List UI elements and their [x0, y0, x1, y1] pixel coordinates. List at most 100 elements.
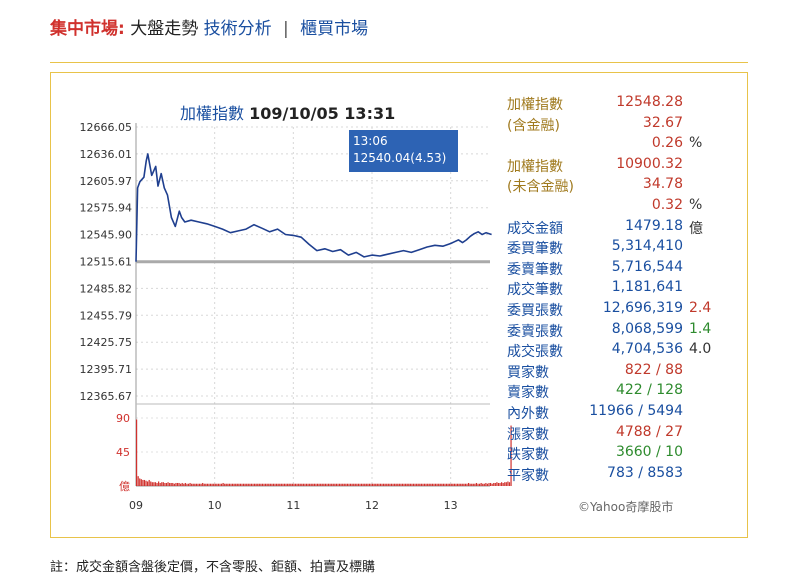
volume-bar: [496, 482, 498, 486]
tooltip-time: 13:06: [353, 134, 388, 148]
volume-tick-label: 億: [119, 480, 130, 493]
stat-row: (含金融) 32.67: [507, 115, 737, 136]
volume-bar: [216, 483, 218, 486]
volume-bar: [227, 483, 229, 486]
volume-bar: [170, 482, 172, 486]
market-label: 集中市場:: [50, 19, 125, 39]
chart-panel: [50, 72, 748, 538]
stat-label: 內外數: [507, 406, 549, 422]
volume-bar: [252, 483, 254, 486]
volume-bar: [439, 483, 441, 486]
volume-bar: [143, 479, 146, 486]
volume-bar: [285, 483, 287, 486]
volume-bar: [266, 483, 268, 486]
volume-bar: [298, 483, 300, 486]
tab-market-trend[interactable]: 大盤走勢: [130, 19, 199, 39]
stat-label: 委賣筆數: [507, 261, 563, 278]
volume-bar: [197, 483, 199, 486]
volume-bar: [228, 483, 231, 486]
volume-bar: [493, 482, 495, 486]
volume-tick-label: 90: [116, 412, 130, 425]
volume-bar: [186, 483, 188, 486]
volume-bar: [137, 476, 139, 486]
stat-row: 委賣筆數 5,716,544: [507, 259, 737, 280]
stat-row: 跌家數 3660 / 10: [507, 444, 737, 465]
volume-bar: [250, 483, 253, 486]
volume-bar: [209, 483, 212, 486]
volume-bar: [444, 483, 446, 486]
volume-bar: [356, 483, 358, 486]
stat-value: 1479.18: [625, 217, 683, 234]
volume-bar: [305, 483, 308, 486]
price-tick-label: 12636.01: [80, 148, 133, 161]
volume-bar: [420, 483, 422, 486]
volume-bar: [283, 483, 286, 486]
volume-bar: [315, 483, 317, 486]
tab-otc-market[interactable]: 櫃買市場: [300, 19, 369, 39]
volume-bar: [274, 483, 276, 486]
volume-bar: [392, 483, 394, 486]
volume-bar: [147, 481, 149, 486]
volume-bar: [365, 483, 367, 486]
volume-bar: [200, 483, 202, 486]
stat-row: 0.26%: [507, 135, 737, 156]
volume-bar: [246, 483, 248, 486]
volume-bar: [189, 482, 191, 486]
volume-bar: [338, 483, 341, 486]
volume-bar: [195, 483, 197, 486]
stat-label: (含金融): [507, 117, 560, 134]
stat-value: 4788 / 27: [615, 423, 683, 440]
volume-bar: [441, 483, 443, 486]
volume-bar: [376, 483, 378, 486]
volume-bar: [247, 483, 249, 486]
stat-row: (未含金融) 34.78: [507, 176, 737, 197]
stat-value: 0.32: [651, 197, 683, 213]
volume-bar: [192, 483, 194, 486]
volume-bar: [474, 483, 476, 486]
time-tick-label: 13: [444, 499, 458, 512]
volume-bar: [194, 483, 196, 486]
volume-tick-label: 45: [116, 446, 130, 459]
volume-bar: [145, 480, 147, 486]
volume-bar: [491, 483, 493, 486]
volume-bar: [466, 483, 468, 486]
volume-bar: [261, 483, 264, 486]
volume-bar: [241, 483, 243, 486]
price-tick-label: 12425.75: [80, 336, 133, 349]
stat-value: 422 / 128: [615, 382, 683, 399]
stat-label: 委賣張數: [507, 323, 563, 340]
volume-bar: [501, 482, 503, 486]
volume-bar: [340, 483, 342, 486]
index-line: [135, 153, 492, 262]
volume-bar: [164, 482, 166, 486]
volume-bar: [510, 425, 512, 486]
volume-bar: [395, 483, 397, 486]
volume-bar: [422, 483, 424, 486]
volume-bar: [291, 483, 293, 486]
volume-bar: [172, 482, 174, 486]
volume-bar: [313, 483, 315, 486]
stat-row: 加權指數 10900.32: [507, 156, 737, 177]
stat-value: 783 / 8583: [607, 464, 683, 481]
stat-row: 委買筆數 5,314,410: [507, 238, 737, 259]
volume-bar: [461, 483, 463, 486]
volume-bar: [331, 483, 333, 486]
volume-bar: [271, 483, 273, 486]
volume-bar: [345, 483, 347, 486]
volume-bar: [282, 483, 284, 486]
tab-technical-analysis[interactable]: 技術分析: [203, 19, 272, 39]
volume-bar: [430, 483, 432, 486]
volume-bar: [431, 483, 433, 486]
volume-bar: [327, 483, 330, 486]
volume-bar: [178, 482, 180, 486]
volume-bar: [269, 483, 271, 486]
volume-bar: [360, 483, 363, 486]
volume-bar: [502, 482, 504, 486]
volume-bar: [335, 483, 338, 486]
volume-bar: [416, 483, 418, 486]
stat-row: 加權指數 12548.28: [507, 94, 737, 115]
volume-bar: [293, 483, 295, 486]
stat-value: 8,068,599: [611, 320, 683, 337]
volume-bar: [337, 483, 339, 486]
